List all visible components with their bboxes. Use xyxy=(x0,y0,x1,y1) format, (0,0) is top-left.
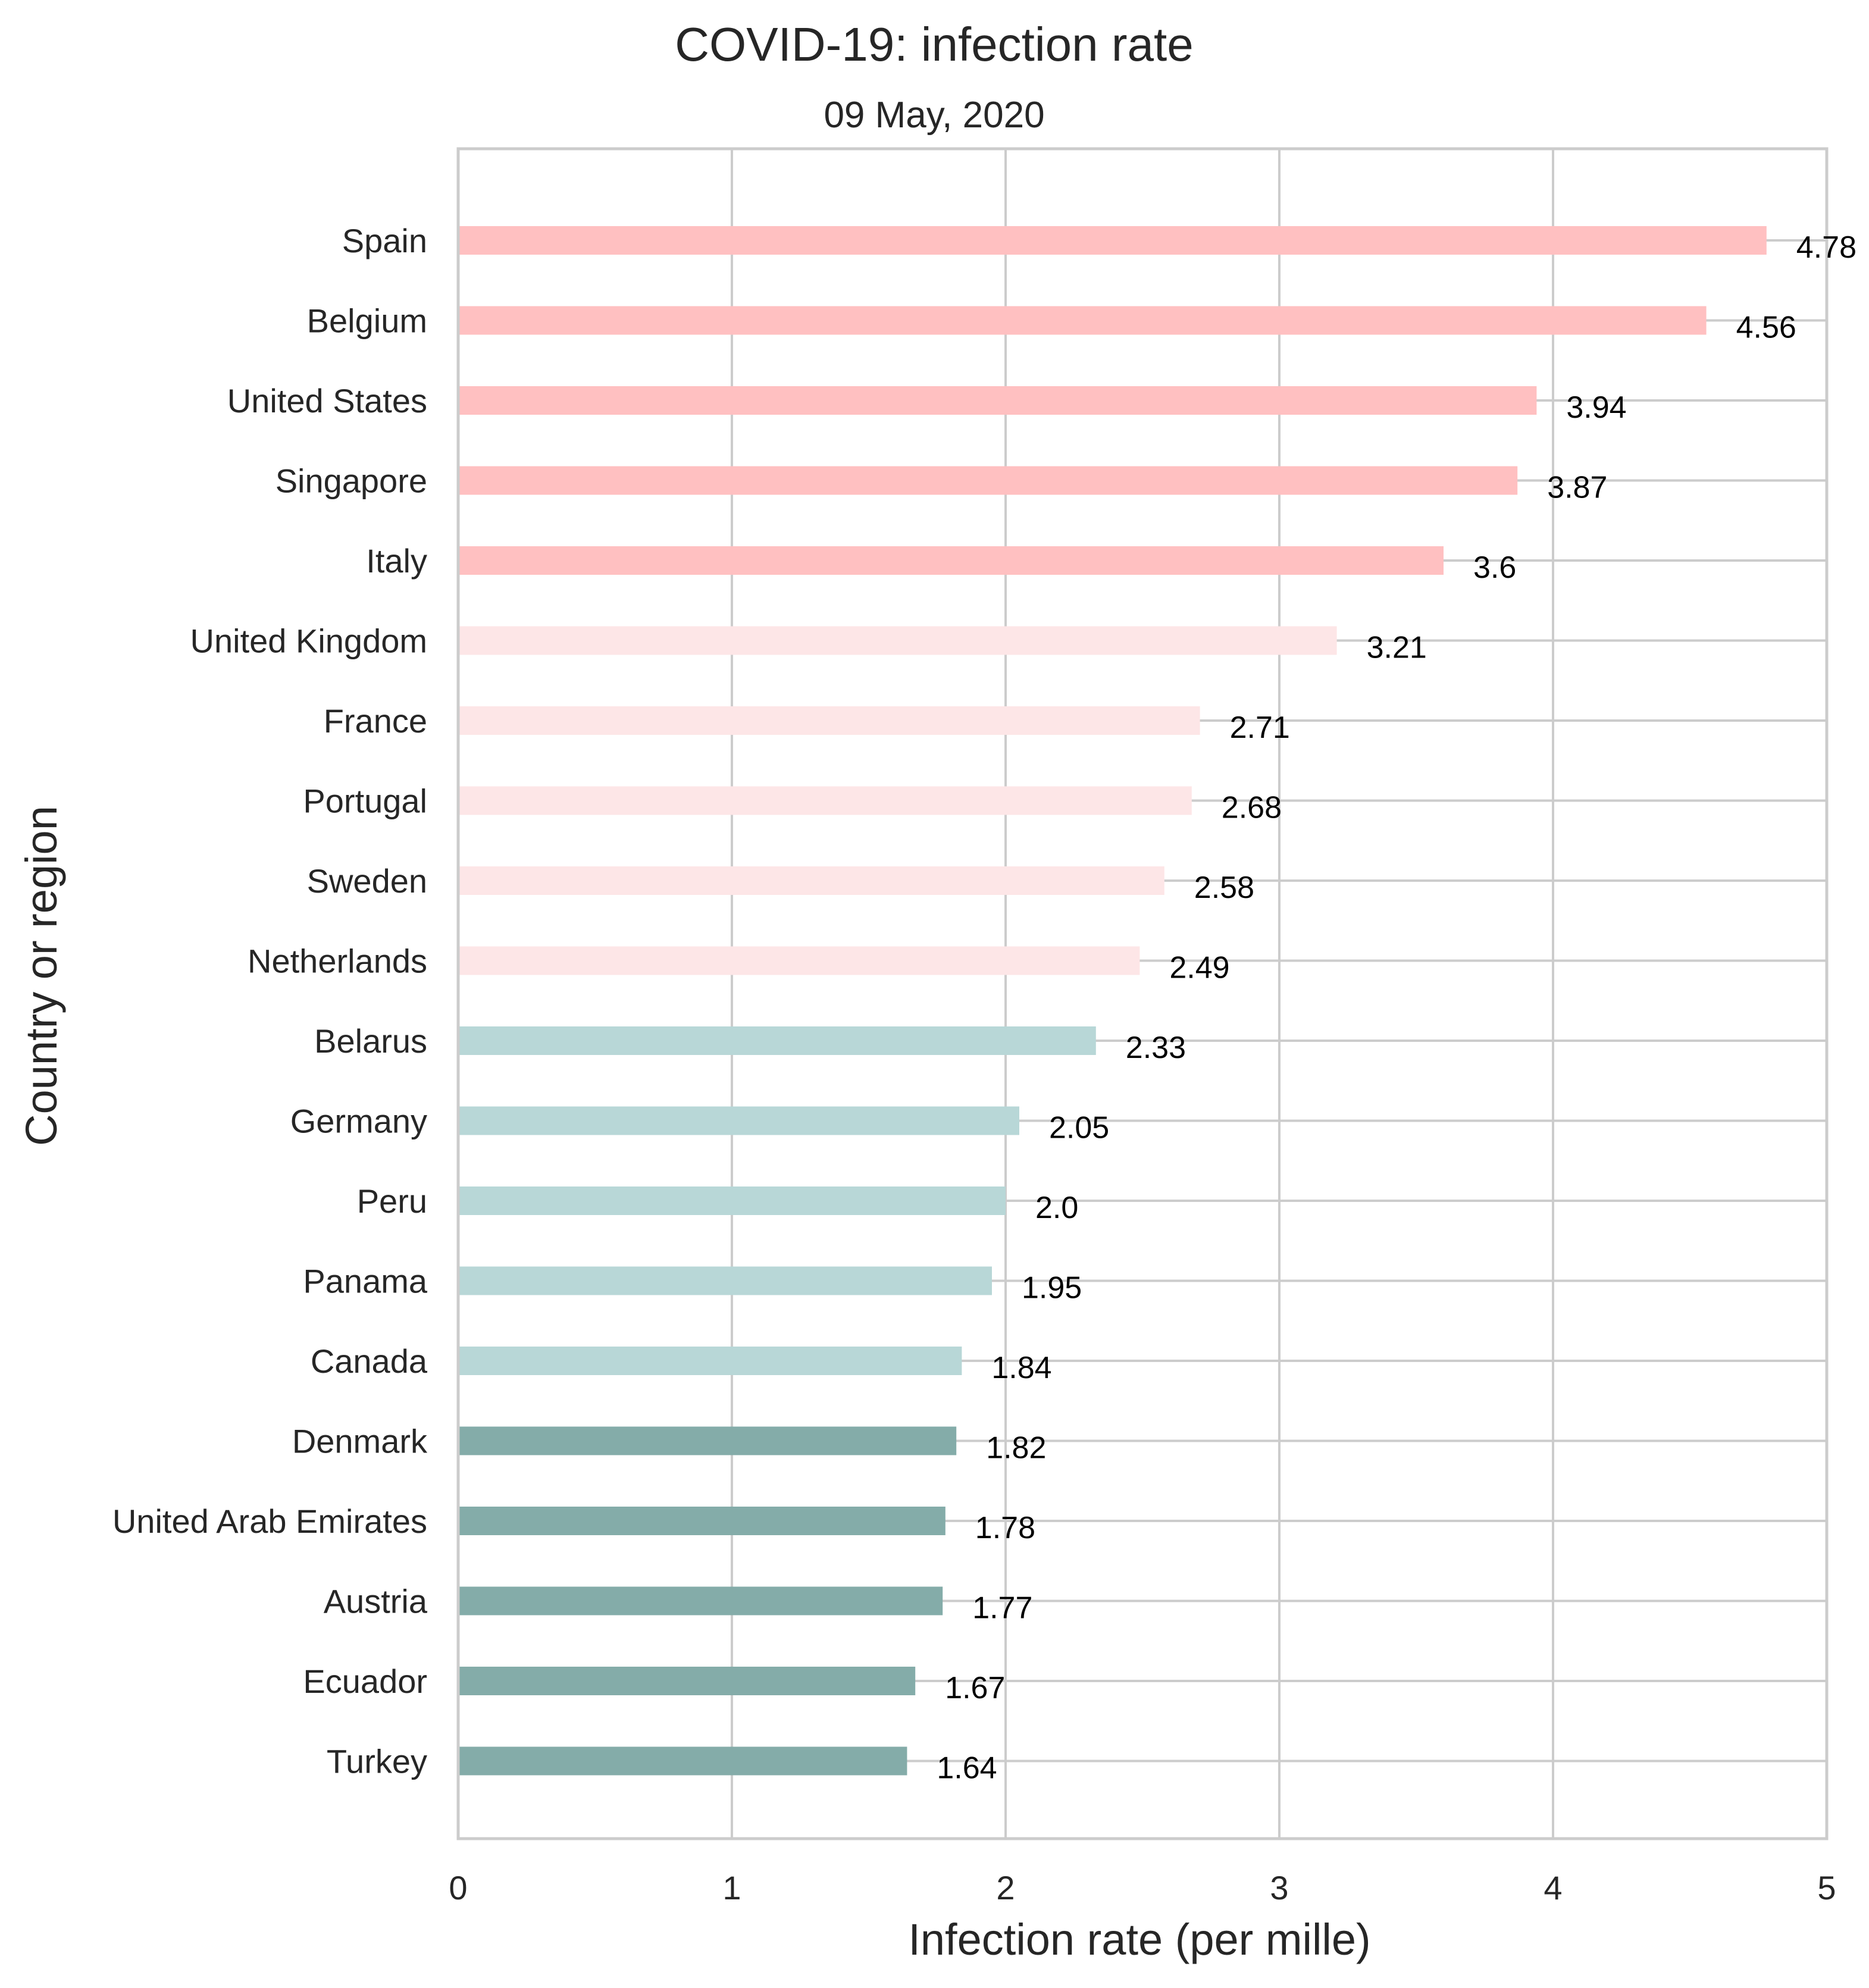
x-tick-label: 2 xyxy=(996,1869,1015,1906)
y-tick-label: France xyxy=(324,702,427,740)
y-tick-label: United Arab Emirates xyxy=(112,1502,427,1540)
y-tick-label: Italy xyxy=(366,542,427,580)
bar xyxy=(458,1026,1096,1055)
data-label: 1.84 xyxy=(991,1351,1051,1385)
data-label: 4.78 xyxy=(1796,230,1857,265)
y-tick-label: Portugal xyxy=(303,782,427,820)
bar xyxy=(458,1586,943,1616)
y-tick-label: Turkey xyxy=(327,1743,427,1780)
bar xyxy=(458,1667,916,1695)
bar xyxy=(458,1347,962,1375)
data-label: 3.87 xyxy=(1547,471,1607,505)
x-tick-label: 5 xyxy=(1817,1869,1836,1906)
bars xyxy=(458,226,1767,1776)
data-label: 4.56 xyxy=(1736,311,1796,345)
data-label: 2.0 xyxy=(1035,1191,1078,1225)
y-tick-label: Spain xyxy=(342,222,427,259)
y-tick-label: Sweden xyxy=(307,862,427,900)
x-axis-label: Infection rate (per mille) xyxy=(908,1915,1370,1964)
bar xyxy=(458,1746,907,1776)
y-tick-label: United Kingdom xyxy=(190,622,427,660)
chart-subtitle: 09 May, 2020 xyxy=(824,95,1044,136)
data-label: 1.67 xyxy=(945,1671,1005,1705)
bar xyxy=(458,866,1164,895)
y-tick-label: Panama xyxy=(303,1263,427,1300)
y-tick-label: Peru xyxy=(357,1182,427,1220)
y-tick-label: Germany xyxy=(290,1103,427,1140)
data-label: 2.49 xyxy=(1169,951,1229,985)
bar xyxy=(458,1186,1006,1215)
y-tick-label: Ecuador xyxy=(303,1663,427,1700)
data-label: 3.21 xyxy=(1367,631,1427,665)
data-label: 2.58 xyxy=(1194,871,1254,905)
y-tick-label: Canada xyxy=(311,1342,428,1380)
bar xyxy=(458,466,1518,495)
x-tick-label: 4 xyxy=(1544,1869,1562,1906)
data-label: 1.95 xyxy=(1022,1271,1082,1305)
data-label: 1.64 xyxy=(937,1751,997,1786)
bar xyxy=(458,1106,1019,1135)
y-tick-label: Netherlands xyxy=(248,943,427,980)
bar xyxy=(458,786,1192,815)
data-label: 1.78 xyxy=(975,1511,1035,1545)
data-label: 2.05 xyxy=(1049,1111,1109,1145)
y-tick-label: United States xyxy=(227,382,427,419)
y-tick-label: Austria xyxy=(324,1583,428,1620)
x-tick-label: 1 xyxy=(722,1869,741,1906)
y-tick-label: Singapore xyxy=(276,462,427,500)
data-label: 2.68 xyxy=(1222,791,1282,825)
data-label: 2.71 xyxy=(1230,710,1290,745)
bar xyxy=(458,626,1337,655)
x-tick-label: 3 xyxy=(1270,1869,1288,1906)
bar xyxy=(458,1507,946,1535)
y-axis-label: Country or region xyxy=(17,806,66,1146)
bar xyxy=(458,1426,957,1455)
data-label: 1.77 xyxy=(972,1591,1032,1626)
bar xyxy=(458,546,1444,575)
bar xyxy=(458,306,1707,335)
bar xyxy=(458,946,1140,975)
data-label: 3.94 xyxy=(1566,390,1626,425)
data-label: 2.33 xyxy=(1126,1031,1186,1065)
bar xyxy=(458,386,1537,415)
y-tick-label: Belarus xyxy=(314,1022,427,1060)
bar xyxy=(458,1266,992,1295)
y-tick-label: Denmark xyxy=(292,1423,428,1460)
labels: 0 1 2 3 4 5 Spain 4.78 Belgium 4.56 United States 3… xyxy=(112,222,1857,1906)
x-tick-label: 0 xyxy=(449,1869,467,1906)
plot-frame xyxy=(456,147,1829,1840)
data-label: 1.82 xyxy=(986,1431,1046,1466)
data-label: 3.6 xyxy=(1473,550,1516,585)
bar xyxy=(458,706,1200,735)
y-tick-label: Belgium xyxy=(307,302,427,340)
chart-title: COVID-19: infection rate xyxy=(675,18,1193,71)
bar xyxy=(458,226,1767,255)
